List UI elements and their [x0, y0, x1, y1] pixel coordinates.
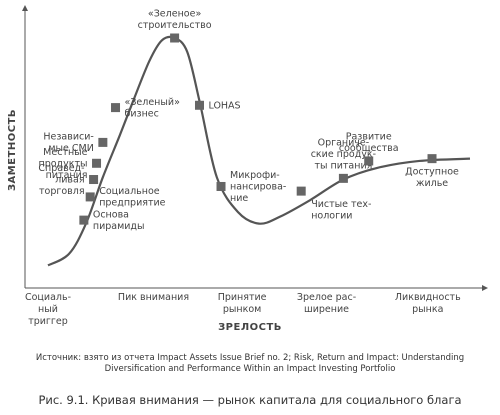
data-point-label: «Зеленый» бизнес: [125, 97, 181, 120]
data-point-label: Микрофи-нансирова-ние: [230, 170, 286, 204]
data-point-label: Социальное предприятие: [99, 186, 165, 209]
data-point-label: Независи-мые СМИ: [43, 132, 93, 155]
data-point-marker: [92, 158, 102, 168]
stage-label: Зрелое рас-ширение: [297, 292, 356, 315]
data-point-marker: [85, 192, 95, 202]
data-point-label: Основа пирамиды: [93, 209, 145, 232]
data-point-marker: [89, 175, 99, 185]
data-point-label: Чистые тех-нологии: [311, 199, 371, 222]
data-point-marker: [338, 173, 348, 183]
stage-label: Социаль-ный триггер: [25, 292, 71, 327]
data-point-label: Местные продукты питания: [38, 147, 87, 181]
y-axis-arrow: [22, 5, 28, 11]
data-point-marker: [364, 156, 374, 166]
data-point-label: LOHAS: [208, 100, 240, 111]
data-point-label: Органиче-ские продук-ты питания: [311, 137, 376, 171]
data-point-label: Развитие сообщества: [339, 131, 399, 154]
figure-caption: Рис. 9.1. Кривая внимания — рынок капита…: [38, 393, 462, 407]
x-axis-label: ЗРЕЛОСТЬ: [218, 322, 282, 333]
stage-label: Ликвидность рынка: [395, 292, 461, 315]
source-note: Источник: взято из отчета Impact Assets …: [35, 353, 465, 374]
data-point-label: «Зеленое» строительство: [138, 9, 212, 32]
y-axis-label: ЗАМЕТНОСТЬ: [7, 109, 18, 191]
data-point-marker: [216, 181, 226, 191]
hype-cycle-chart: ЗАМЕТНОСТЬ ЗРЕЛОСТЬ Социаль-ный триггер Пик …: [7, 5, 488, 333]
data-point-marker: [98, 137, 108, 147]
data-point-marker: [296, 186, 306, 196]
data-point-marker: [170, 33, 180, 43]
data-point-marker: [427, 154, 437, 164]
stage-label: Принятие рынком: [218, 292, 267, 315]
stage-label: Пик внимания: [118, 292, 189, 303]
x-axis-arrow: [482, 285, 488, 291]
data-point-label: Справед-ливая торговля: [38, 163, 84, 197]
data-point-marker: [79, 215, 89, 225]
data-point-marker: [111, 103, 121, 113]
data-point-marker: [194, 100, 204, 110]
data-point-label: Доступное жилье: [405, 167, 459, 190]
